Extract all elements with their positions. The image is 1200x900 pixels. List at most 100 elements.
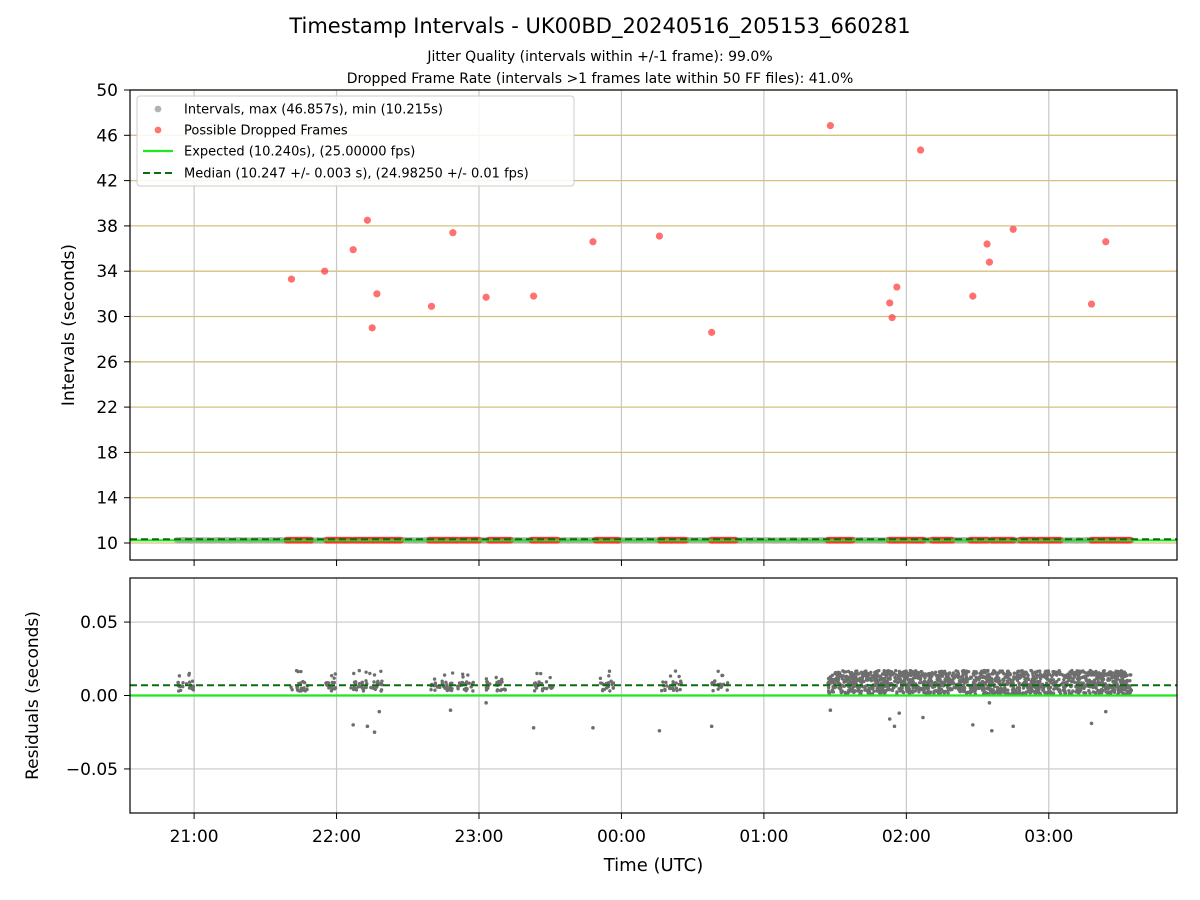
residual-point [968, 675, 973, 679]
residual-point [993, 677, 998, 682]
residual-point [678, 687, 682, 692]
residual-point [295, 685, 299, 690]
residual-point [941, 689, 946, 694]
residual-outlier-point [377, 709, 382, 714]
residual-point [1115, 677, 1120, 681]
residual-point [548, 675, 552, 680]
dropped-frame-point [427, 302, 436, 310]
residual-point [1115, 682, 1119, 686]
residual-point [664, 680, 668, 685]
residual-point [373, 687, 378, 692]
residual-point [324, 682, 329, 686]
residual-point [881, 680, 885, 684]
legend-label: Expected (10.240s), (25.00000 fps) [184, 145, 415, 160]
residual-point [859, 691, 863, 695]
residual-point [989, 676, 994, 681]
residual-point [357, 682, 362, 686]
residual-point [856, 672, 861, 676]
residual-point [716, 687, 720, 691]
residual-point [1090, 673, 1094, 677]
residual-point [1123, 679, 1127, 684]
residual-point [1052, 687, 1056, 691]
dropped-frame-point [482, 293, 490, 301]
residual-point [1102, 668, 1106, 673]
residual-point [369, 685, 373, 690]
dropped-frame-point [826, 121, 834, 130]
residual-point [933, 680, 937, 685]
residual-point [456, 687, 460, 691]
residual-point [998, 679, 1002, 683]
residual-point [928, 671, 933, 676]
residual-point [354, 688, 359, 692]
residual-point [329, 689, 334, 693]
residual-point [1054, 673, 1059, 677]
residual-point [869, 670, 873, 675]
residual-point [894, 669, 898, 673]
residual-point [607, 669, 612, 673]
residual-point [1047, 688, 1051, 692]
residual-point [905, 688, 909, 693]
residual-point [471, 689, 475, 693]
residual-point [998, 669, 1002, 673]
residual-point [892, 685, 896, 690]
residual-point [1109, 691, 1113, 695]
residual-point [467, 681, 472, 685]
residual-point [711, 689, 715, 693]
residual-point [1052, 680, 1056, 685]
residual-point [827, 676, 831, 680]
interval-y-tick-label: 34 [96, 262, 118, 282]
dropped-frame-point [287, 275, 296, 283]
residual-point [834, 672, 838, 676]
residual-outlier-point [351, 723, 355, 727]
dropped-frame-point [983, 240, 991, 248]
residual-point [1094, 686, 1098, 690]
residual-point [187, 686, 192, 690]
residual-point [674, 681, 678, 685]
residual-point [1098, 689, 1102, 693]
residual-outlier-point [897, 711, 902, 715]
residual-point [299, 681, 303, 685]
residual-point [866, 675, 870, 679]
residual-point [902, 670, 906, 674]
residual-point [1041, 687, 1045, 691]
residual-point [1051, 672, 1055, 677]
residual-point [1091, 685, 1095, 690]
residual-outlier-point [365, 724, 370, 729]
dropped-frame-point [373, 290, 381, 298]
residual-point [380, 682, 384, 687]
residual-point [450, 671, 455, 675]
residual-point [538, 671, 543, 676]
residual-point [923, 676, 927, 680]
residual-point [960, 674, 965, 679]
residual-point [836, 677, 841, 682]
residual-point [926, 686, 931, 690]
dropped-frame-point [1102, 238, 1110, 246]
residual-point [1043, 675, 1047, 679]
residual-point [971, 685, 975, 689]
residual-point [925, 681, 929, 685]
residual-point [1128, 679, 1132, 683]
residual-point [982, 688, 986, 692]
residual-point [299, 669, 303, 674]
residual-point [1087, 688, 1091, 693]
residual-point [1044, 669, 1048, 673]
residual-point [950, 673, 954, 678]
residual-point [890, 673, 895, 677]
residual-point [937, 670, 941, 674]
residual-point [360, 680, 365, 685]
residual-point [379, 669, 383, 673]
residual-point [913, 689, 917, 693]
residual-point [181, 680, 185, 685]
residual-point [1112, 690, 1117, 694]
residual-outlier-point [990, 728, 994, 733]
residual-point [1017, 686, 1022, 690]
dropped-frame-point [589, 238, 597, 246]
residual-point [1080, 669, 1085, 674]
residual-point [862, 671, 867, 675]
residual-point [677, 674, 681, 679]
residual-point [329, 673, 334, 678]
residual-point [1117, 672, 1122, 677]
residual-point [966, 677, 971, 681]
residual-point [1105, 691, 1110, 695]
residual-point [1021, 691, 1025, 695]
